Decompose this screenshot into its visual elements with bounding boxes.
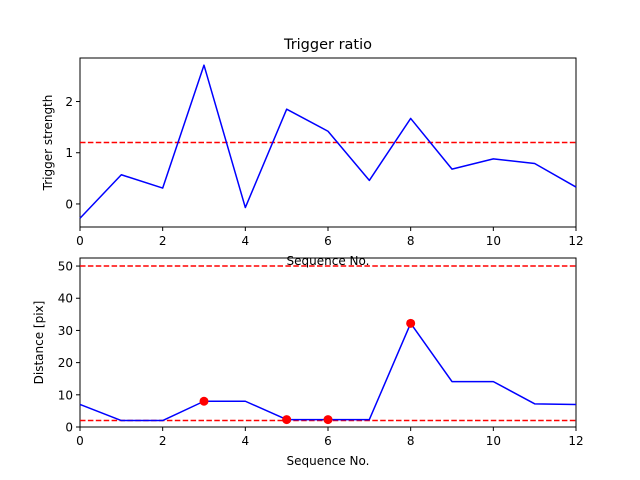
y-axis-label: Distance [pix] — [32, 301, 46, 385]
x-tick-label: 2 — [159, 234, 167, 248]
marker-point — [406, 318, 416, 328]
series-line — [79, 64, 577, 219]
x-tick-label: 10 — [486, 234, 501, 248]
x-tick-label: 12 — [568, 434, 583, 448]
x-tick-label: 4 — [242, 434, 250, 448]
x-tick-label: 10 — [486, 434, 501, 448]
y-tick-label: 40 — [58, 292, 73, 306]
chart-title: Trigger ratio — [283, 37, 372, 53]
x-tick-label: 0 — [76, 234, 84, 248]
x-tick-label: 6 — [324, 234, 332, 248]
x-tick-label: 2 — [159, 434, 167, 448]
plot-frame — [79, 257, 577, 428]
x-tick-label: 0 — [76, 434, 84, 448]
y-tick-label: 10 — [58, 388, 73, 402]
x-axis-label: Sequence No. — [287, 454, 370, 468]
x-tick-label: 6 — [324, 434, 332, 448]
y-tick-label: 2 — [65, 95, 73, 109]
y-axis-label: Trigger strength — [41, 95, 55, 192]
y-tick-label: 30 — [58, 324, 73, 338]
y-tick-label: 50 — [58, 260, 73, 274]
subplot-2: 0 2 4 6 8 10 12 0 10 20 30 40 50 Sequence No. Distance… — [32, 257, 584, 468]
y-tick-label: 20 — [58, 356, 73, 370]
series-line — [79, 322, 577, 422]
y-tick-label: 0 — [65, 197, 73, 211]
y-tick-label: 1 — [65, 146, 73, 160]
x-tick-label: 8 — [407, 434, 415, 448]
marker-point — [282, 415, 292, 425]
y-tick-label: 0 — [65, 421, 73, 435]
x-tick-label: 8 — [407, 234, 415, 248]
x-tick-label: 12 — [568, 234, 583, 248]
marker-point — [323, 415, 333, 425]
marker-point — [199, 396, 209, 406]
x-tick-label: 4 — [242, 234, 250, 248]
